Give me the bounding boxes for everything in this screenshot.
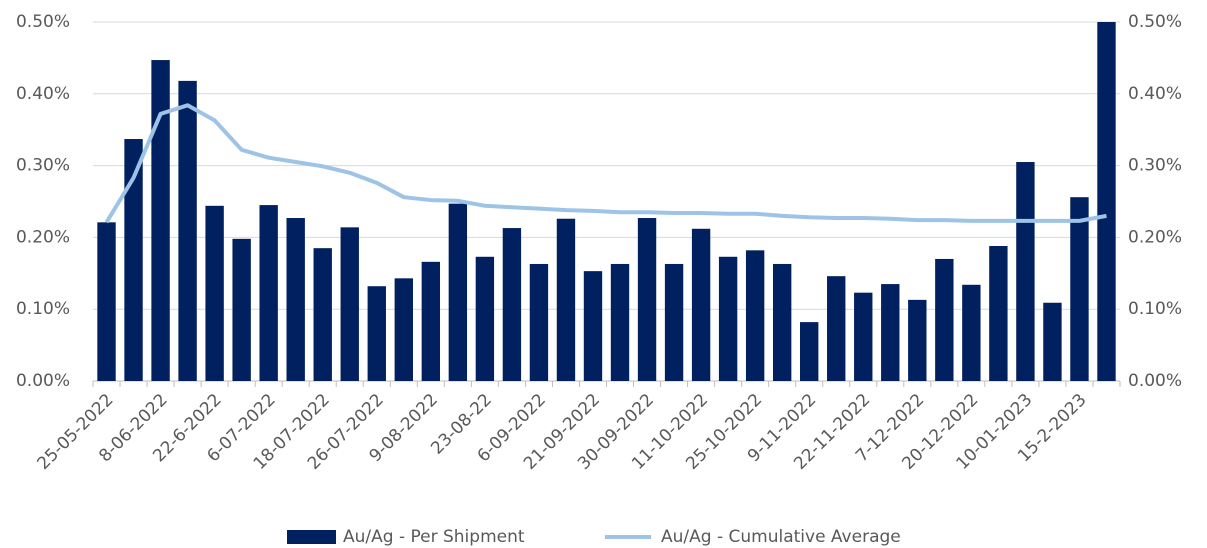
bar: [691, 228, 711, 381]
legend-swatch: [287, 530, 336, 544]
y2-tick-label: 0.40%: [1128, 84, 1182, 104]
bar: [1070, 197, 1089, 381]
bar: [421, 261, 441, 381]
bar: [394, 278, 413, 381]
y-tick-label: 0.20%: [16, 227, 70, 247]
bar: [556, 218, 576, 381]
bar: [124, 139, 143, 381]
bar: [286, 218, 305, 381]
y2-tick-label: 0.10%: [1128, 299, 1182, 319]
bar: [259, 205, 278, 381]
bar: [313, 248, 332, 381]
bar: [800, 322, 819, 381]
bar: [502, 228, 522, 381]
y-tick-label: 0.00%: [16, 371, 70, 391]
legend-label: Au/Ag - Cumulative Average: [661, 527, 901, 547]
bar: [367, 286, 386, 381]
bar: [664, 263, 684, 381]
bar: [989, 246, 1008, 381]
bar: [881, 284, 900, 381]
bar: [1016, 162, 1035, 381]
y-tick-label: 0.50%: [16, 12, 70, 32]
bar: [340, 227, 359, 381]
bar: [935, 258, 954, 381]
bar: [962, 284, 981, 381]
bar: [827, 276, 846, 381]
bar: [583, 271, 603, 381]
bar: [718, 256, 738, 381]
bar: [178, 80, 197, 381]
bar: [1097, 22, 1116, 381]
bar: [610, 263, 630, 381]
y2-tick-label: 0.50%: [1128, 12, 1182, 32]
bar: [1043, 302, 1062, 381]
line: [104, 103, 1107, 224]
y-tick-label: 0.30%: [16, 156, 70, 176]
bar: [772, 263, 792, 381]
bar: [97, 222, 116, 381]
bar: [475, 256, 495, 381]
y2-tick-label: 0.20%: [1128, 227, 1182, 247]
bar: [908, 299, 927, 381]
bar: [151, 60, 170, 381]
y2-tick-label: 0.30%: [1128, 156, 1182, 176]
y-tick-label: 0.10%: [16, 299, 70, 319]
bar: [448, 203, 468, 381]
bar: [745, 250, 765, 381]
bar: [232, 238, 251, 381]
bar: [529, 263, 549, 381]
legend-label: Au/Ag - Per Shipment: [343, 527, 525, 547]
bar: [854, 292, 873, 381]
y2-tick-label: 0.00%: [1128, 371, 1182, 391]
y-tick-label: 0.40%: [16, 84, 70, 104]
bar: [637, 218, 657, 381]
bar: [205, 205, 224, 381]
